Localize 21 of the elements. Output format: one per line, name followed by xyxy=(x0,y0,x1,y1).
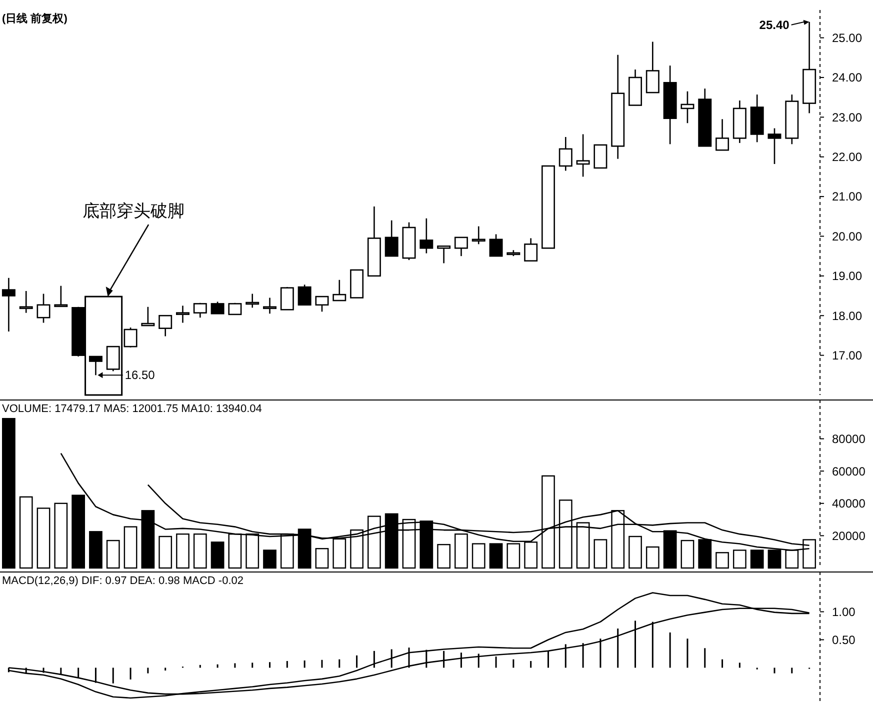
annotation: 底部穿头破脚 xyxy=(82,202,185,221)
chart-title: VOLUME: 17479.17 MA5: 12001.75 MA10: 13940.04 xyxy=(2,403,262,415)
y-tick-label: 1.00 xyxy=(832,604,856,619)
y-tick-label: 20.00 xyxy=(832,229,862,244)
y-tick-label: 21.00 xyxy=(832,190,862,204)
y-tick-label: 19.00 xyxy=(832,269,862,284)
y-tick-label: 80000 xyxy=(832,432,866,446)
y-tick-label: 60000 xyxy=(832,464,866,478)
chart-title: MACD(12,26,9) DIF: 0.97 DEA: 0.98 MACD -0.02 xyxy=(2,575,244,587)
y-tick-label: 0.50 xyxy=(832,632,856,647)
annotation: 16.50 xyxy=(124,368,156,382)
y-tick-label: 20000 xyxy=(832,528,866,543)
y-tick-label: 23.00 xyxy=(832,110,862,124)
y-tick-label: 25.00 xyxy=(832,30,862,45)
y-tick-label: 18.00 xyxy=(832,308,862,323)
y-tick-label: 22.00 xyxy=(832,150,862,164)
chart-title: (日线 前复权) xyxy=(2,12,68,25)
annotation: 25.40 xyxy=(759,18,790,32)
y-tick-label: 17.00 xyxy=(832,348,862,363)
y-tick-label: 24.00 xyxy=(832,70,862,85)
y-tick-label: 40000 xyxy=(832,496,866,511)
